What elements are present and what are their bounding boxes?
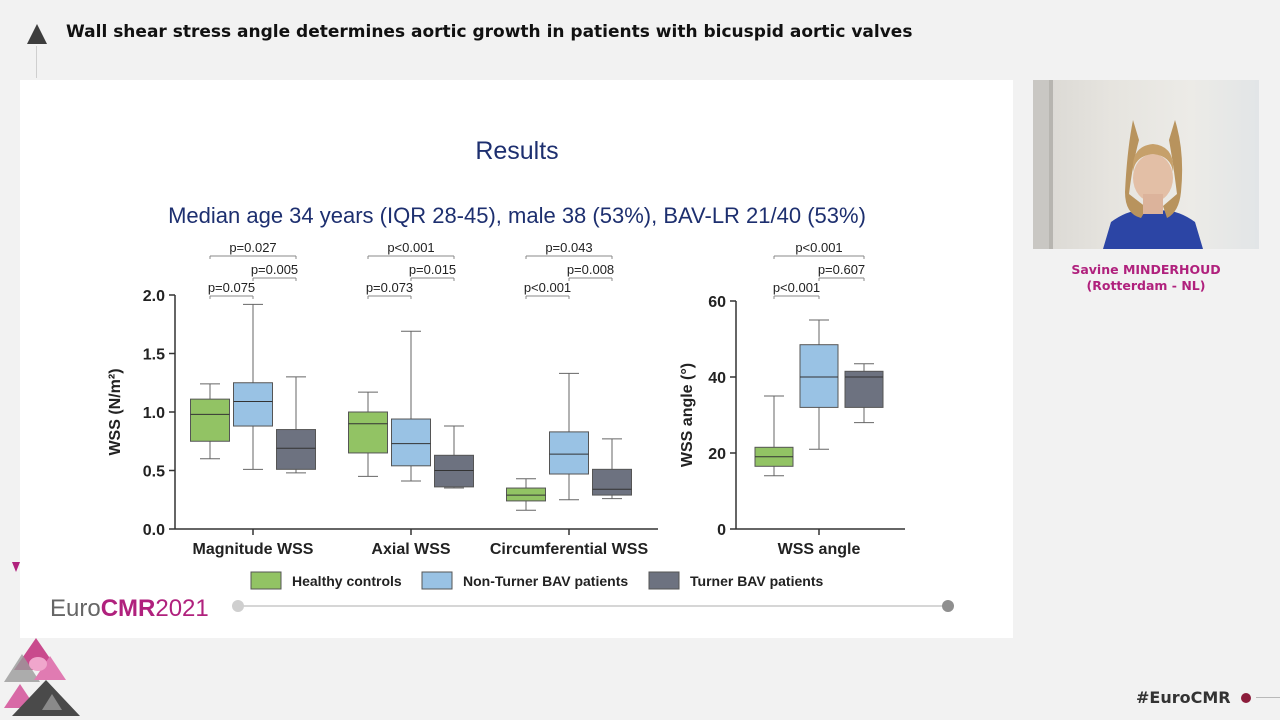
- presentation-slide: Results Median age 34 years (IQR 28-45),…: [20, 80, 1013, 638]
- box: [190, 398, 230, 442]
- y-tick-label: 0.5: [143, 464, 165, 481]
- legend-label: Non-Turner BAV patients: [463, 573, 628, 589]
- category-label: WSS angle: [778, 541, 861, 558]
- speaker-affiliation: (Rotterdam - NL): [1086, 278, 1206, 293]
- footer-line: [1256, 697, 1280, 698]
- svg-text:EuroCMR2021: EuroCMR2021: [50, 595, 209, 622]
- p-value-label: p<0.001: [795, 240, 842, 255]
- speaker-name: Savine MINDERHOUD: [1071, 262, 1221, 277]
- y-axis-label: WSS angle (°): [679, 363, 696, 467]
- header-divider: [36, 46, 37, 78]
- legend-swatch: [421, 571, 453, 590]
- chart-legend: Healthy controls Non-Turner BAV patients T…: [250, 571, 823, 590]
- y-tick-label: 60: [708, 294, 726, 311]
- p-value-label: p<0.001: [387, 240, 434, 255]
- eurocmr-heart-logo-icon: [4, 638, 80, 716]
- y-tick-label: 0.0: [143, 522, 165, 539]
- legend-label: Healthy controls: [292, 573, 402, 589]
- y-tick-label: 0: [717, 522, 726, 539]
- legend-swatch: [648, 571, 680, 590]
- speaker-caption: Savine MINDERHOUD (Rotterdam - NL): [1033, 262, 1259, 294]
- y-tick-label: 2.0: [143, 288, 165, 305]
- box: [549, 431, 589, 475]
- box: [233, 382, 273, 427]
- category-label: Circumferential WSS: [490, 541, 649, 558]
- slide-title: Results: [475, 137, 558, 165]
- collapse-triangle-icon[interactable]: [27, 24, 47, 44]
- pink-marker-icon: [12, 562, 20, 572]
- speaker-silhouette: [1033, 80, 1203, 249]
- box: [799, 344, 839, 408]
- wss-boxplot-chart: 0.0 0.5 1.0 1.5 2.0 WSS (N/m²) Magnitude WSS p=…: [107, 240, 658, 558]
- speaker-video: [1033, 80, 1259, 249]
- logo-euro: Euro: [50, 595, 101, 622]
- p-value-label: p=0.027: [229, 240, 276, 255]
- category-label: Axial WSS: [371, 541, 450, 558]
- slide-canvas: Results Median age 34 years (IQR 28-45),…: [50, 137, 954, 622]
- y-tick-label: 1.0: [143, 405, 165, 422]
- p-value-label: p=0.008: [567, 262, 614, 277]
- euro-cmr-logo: EuroCMR2021: [50, 595, 209, 622]
- p-value-label: p=0.005: [251, 262, 298, 277]
- p-value-label: p=0.075: [208, 280, 255, 295]
- box: [434, 454, 474, 488]
- p-value-label: p=0.015: [409, 262, 456, 277]
- y-tick-label: 1.5: [143, 347, 165, 364]
- logo-cmr: CMR: [101, 595, 156, 622]
- slide-subtitle: Median age 34 years (IQR 28-45), male 38…: [168, 203, 866, 228]
- p-value-label: p=0.607: [818, 262, 865, 277]
- wss-angle-boxplot-chart: 0 20 40 60 WSS angle (°) WSS angle p<0.001 p=0.…: [679, 240, 905, 558]
- hashtag-dot-icon: [1241, 693, 1251, 703]
- p-value-label: p<0.001: [773, 280, 820, 295]
- box: [276, 429, 316, 470]
- session-title: Wall shear stress angle determines aorti…: [66, 22, 913, 42]
- p-value-label: p<0.001: [524, 280, 571, 295]
- slide-progress-end-dot[interactable]: [942, 600, 954, 612]
- y-tick-label: 20: [708, 446, 726, 463]
- legend-label: Turner BAV patients: [690, 573, 823, 589]
- box: [506, 487, 546, 502]
- y-tick-label: 40: [708, 370, 726, 387]
- event-hashtag: #EuroCMR: [1136, 688, 1231, 707]
- logo-year: 2021: [155, 595, 208, 622]
- box: [391, 418, 431, 467]
- p-value-label: p=0.043: [545, 240, 592, 255]
- y-axis-label: WSS (N/m²): [107, 368, 124, 455]
- box: [592, 468, 632, 496]
- category-label: Magnitude WSS: [193, 541, 314, 558]
- legend-swatch: [250, 571, 282, 590]
- slide-progress-start-dot[interactable]: [232, 600, 244, 612]
- box: [348, 411, 388, 454]
- p-value-label: p=0.073: [366, 280, 413, 295]
